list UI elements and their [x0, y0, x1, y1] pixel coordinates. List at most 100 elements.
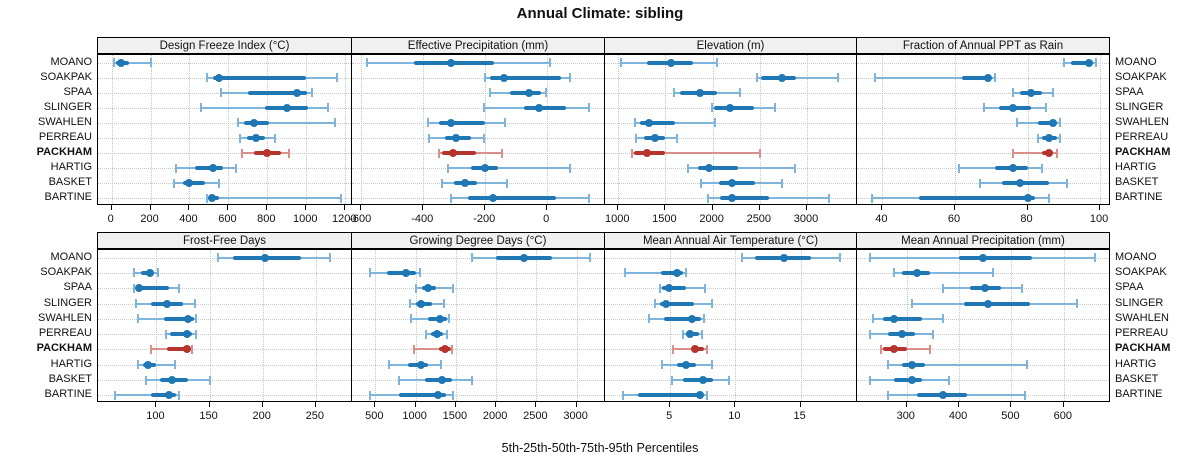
axis-tick: [344, 205, 346, 210]
median-dot: [1009, 103, 1018, 112]
whisker-cap: [910, 299, 913, 309]
median-dot: [448, 149, 457, 158]
median-dot: [292, 88, 301, 97]
whisker-cap: [1059, 133, 1062, 143]
horizontal-gridline: [98, 364, 351, 366]
whisker-cap: [682, 329, 685, 339]
horizontal-gridline: [98, 380, 351, 382]
median-dot: [978, 253, 987, 262]
axis-tick-label: 5: [666, 410, 673, 422]
station-label-right: BARTINE: [1115, 388, 1163, 401]
axis-tick-label: 150: [199, 410, 218, 422]
median-dot: [282, 103, 291, 112]
whisker-cap: [287, 148, 290, 158]
whisker-cap: [879, 344, 882, 354]
axis-tick: [711, 205, 713, 210]
median-dot: [488, 194, 497, 203]
axis-tick-label: 1000: [604, 213, 630, 225]
whisker-cap: [874, 73, 877, 83]
axis-tick: [799, 402, 801, 407]
whisker-cap: [451, 283, 454, 293]
interquartile-bar: [720, 196, 770, 201]
vertical-gridline: [665, 55, 667, 204]
axis-tick: [227, 205, 229, 210]
axis-tick: [535, 402, 537, 407]
whisker-cap: [482, 133, 485, 143]
whisker-cap: [484, 73, 487, 83]
horizontal-gridline: [352, 334, 604, 336]
median-dot: [913, 268, 922, 277]
whisker-cap: [1026, 360, 1029, 370]
horizontal-gridline: [352, 318, 604, 320]
axis-tick-label: 2500: [746, 213, 772, 225]
vertical-gridline: [267, 55, 269, 204]
percentile-whisker: [624, 271, 686, 274]
whisker-cap: [700, 178, 703, 188]
whisker-cap: [190, 344, 193, 354]
median-dot: [417, 299, 426, 308]
whisker-cap: [705, 390, 708, 400]
median-dot: [704, 164, 713, 173]
axis-tick: [881, 205, 883, 210]
whisker-cap: [239, 133, 242, 143]
whisker-cap: [482, 103, 485, 113]
axis-tick: [1062, 402, 1064, 407]
whisker-cap: [445, 329, 448, 339]
axis-tick: [261, 402, 263, 407]
axis-tick-label: 2500: [523, 410, 548, 422]
station-label-right: BASKET: [1115, 373, 1159, 386]
whisker-cap: [569, 73, 572, 83]
vertical-gridline: [1100, 55, 1102, 204]
vertical-gridline: [712, 55, 714, 204]
horizontal-gridline: [605, 257, 856, 259]
median-dot: [728, 194, 737, 203]
station-label-left: SLINGER: [43, 296, 92, 309]
axis-tick: [155, 402, 157, 407]
median-dot: [1085, 58, 1094, 67]
station-label-right: SLINGER: [1115, 100, 1164, 113]
whisker-cap: [237, 118, 240, 128]
whisker-cap: [869, 375, 872, 385]
axis-tick: [953, 205, 955, 210]
vertical-gridline: [670, 250, 672, 401]
horizontal-gridline: [352, 272, 604, 274]
station-label-right: MOANO: [1115, 55, 1157, 68]
whisker-cap: [200, 103, 203, 113]
horizontal-gridline: [857, 153, 1109, 155]
horizontal-gridline: [605, 318, 856, 320]
median-dot: [664, 284, 673, 293]
horizontal-gridline: [605, 395, 856, 397]
percentile-whisker: [893, 271, 994, 274]
median-dot: [417, 360, 426, 369]
station-label-right: SLINGER: [1115, 296, 1164, 309]
median-dot: [681, 360, 690, 369]
axis-tick: [149, 205, 151, 210]
whisker-cap: [758, 148, 761, 158]
panel-plot: [351, 54, 605, 205]
median-dot: [520, 253, 529, 262]
whisker-cap: [870, 193, 873, 203]
whisker-cap: [869, 329, 872, 339]
whisker-cap: [1037, 133, 1040, 143]
vertical-gridline: [485, 55, 487, 204]
horizontal-gridline: [605, 122, 856, 124]
whisker-cap: [274, 133, 277, 143]
axis-tick-label: 2000: [482, 410, 508, 422]
whisker-cap: [177, 283, 180, 293]
median-dot: [168, 376, 177, 385]
interquartile-bar: [698, 166, 739, 171]
whisker-cap: [1023, 390, 1026, 400]
horizontal-gridline: [857, 138, 1109, 140]
whisker-cap: [942, 314, 945, 324]
horizontal-gridline: [857, 318, 1109, 320]
whisker-cap: [217, 253, 220, 263]
axis-tick: [208, 402, 210, 407]
horizontal-gridline: [857, 380, 1109, 382]
vertical-gridline: [361, 55, 363, 204]
axis-tick-label: 0: [107, 213, 114, 225]
station-label-left: PACKHAM: [36, 146, 92, 159]
vertical-gridline: [375, 250, 377, 401]
whisker-cap: [156, 268, 159, 278]
whisker-cap: [447, 163, 450, 173]
horizontal-gridline: [605, 349, 856, 351]
